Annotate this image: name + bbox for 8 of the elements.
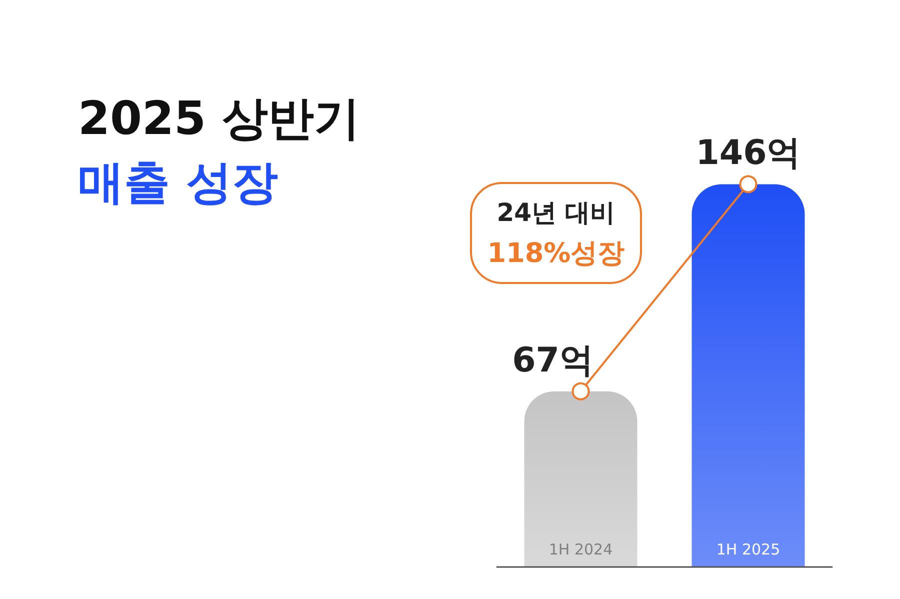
chart-subtitle: 매출 성장 (78, 154, 278, 211)
data-label: 146억 (696, 133, 801, 174)
annotation: 118%성장 (486, 237, 626, 271)
annotation: 24년 대비 (496, 197, 616, 229)
x-tick-label: 1H 2025 (716, 540, 780, 558)
chart-title: 2025 상반기 (78, 90, 360, 147)
data-label: 67억 (512, 340, 594, 380)
x-tick-label: 1H 2024 (548, 540, 613, 558)
